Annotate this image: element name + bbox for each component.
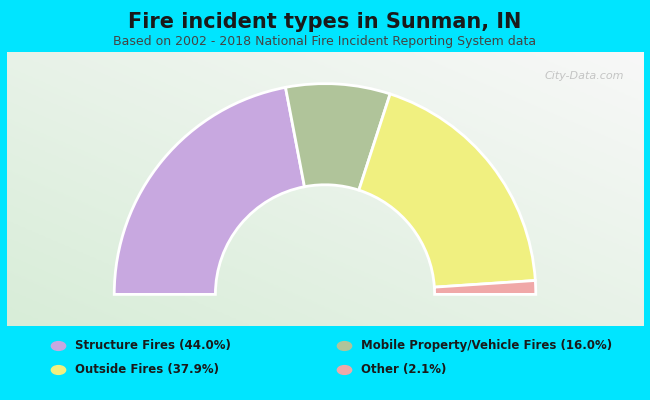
Wedge shape xyxy=(285,84,390,190)
Text: Other (2.1%): Other (2.1%) xyxy=(361,364,446,376)
Text: Mobile Property/Vehicle Fires (16.0%): Mobile Property/Vehicle Fires (16.0%) xyxy=(361,340,612,352)
Text: City-Data.com: City-Data.com xyxy=(545,71,625,81)
Wedge shape xyxy=(114,87,304,294)
Wedge shape xyxy=(359,94,536,287)
Text: Fire incident types in Sunman, IN: Fire incident types in Sunman, IN xyxy=(128,12,522,32)
Wedge shape xyxy=(434,280,536,294)
Text: Based on 2002 - 2018 National Fire Incident Reporting System data: Based on 2002 - 2018 National Fire Incid… xyxy=(114,36,536,48)
Text: Outside Fires (37.9%): Outside Fires (37.9%) xyxy=(75,364,219,376)
Text: Structure Fires (44.0%): Structure Fires (44.0%) xyxy=(75,340,231,352)
